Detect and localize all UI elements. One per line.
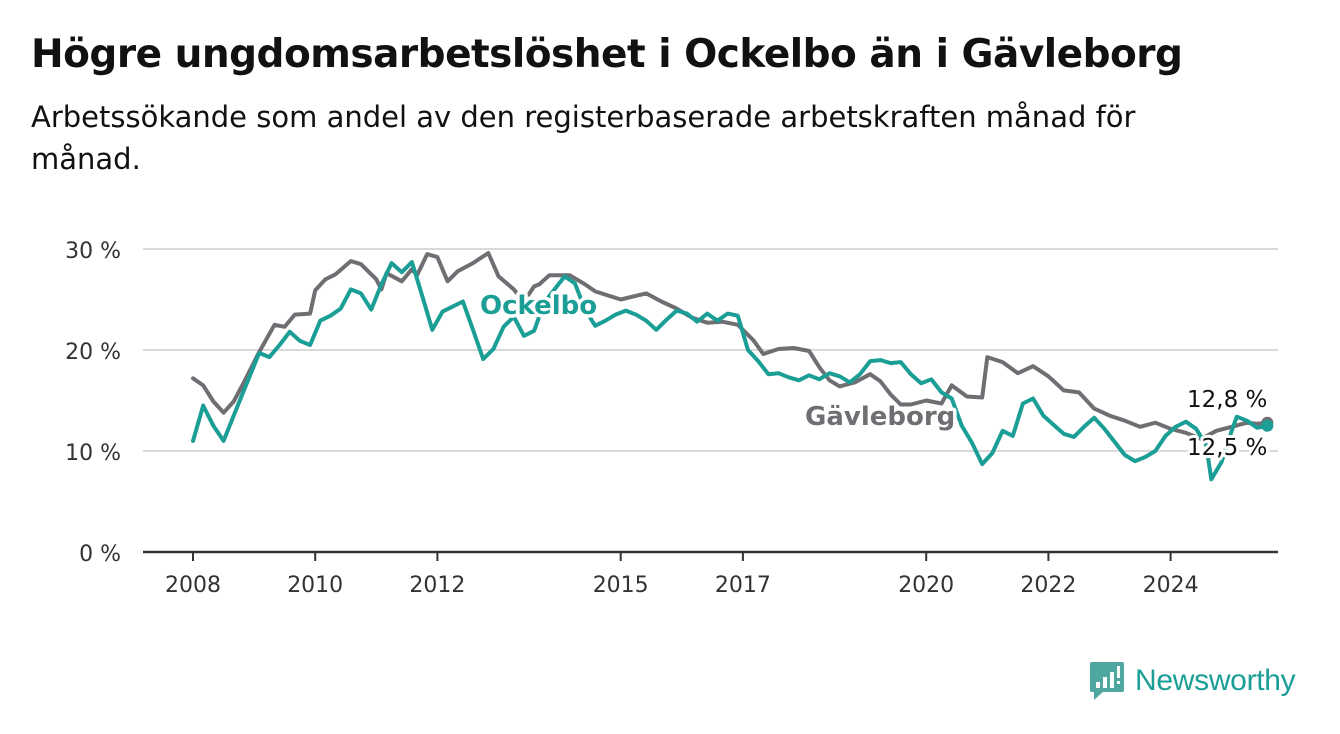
x-tick-label: 2020 (898, 573, 954, 598)
x-tick-label: 2015 (593, 573, 649, 598)
chart-subtitle: Arbetssökande som andel av den registerb… (31, 100, 1136, 176)
end-value-label-ockelbo: 12,5 % (1187, 435, 1267, 461)
y-tick-label: 10 % (65, 441, 121, 466)
series-end-marker-ockelbo (1261, 419, 1274, 432)
y-axis-labels: 0 % 10 % 20 % 30 % (65, 239, 121, 567)
y-tick-label: 30 % (65, 239, 121, 264)
newsworthy-brand: Newsworthy (1089, 660, 1296, 702)
x-tick-label: 2010 (287, 573, 343, 598)
y-tick-label: 0 % (79, 542, 121, 567)
series-line-gavleborg (191, 251, 1270, 441)
x-tick-label: 2012 (409, 573, 465, 598)
chart-gridlines (143, 248, 1278, 452)
line-chart: 0 % 10 % 20 % 30 % 2008 2010 2012 2015 2017 2020… (65, 239, 1278, 598)
series-name-label-ockelbo: Ockelbo (480, 291, 597, 321)
x-tick-label: 2017 (715, 573, 771, 598)
x-tick-label: 2024 (1143, 573, 1199, 598)
series-name-label-gavleborg: Gävleborg (805, 402, 955, 432)
x-tick-label: 2008 (165, 573, 221, 598)
chart-series (191, 251, 1274, 482)
chart-labels: Ockelbo Gävleborg 12,8 % 12,5 % (477, 288, 1271, 465)
brand-name: Newsworthy (1135, 664, 1296, 697)
newsworthy-logo-icon (1090, 662, 1124, 700)
x-tick-label: 2022 (1020, 573, 1076, 598)
end-value-label-gavleborg: 12,8 % (1187, 387, 1267, 413)
series-line-ockelbo (191, 260, 1270, 482)
x-axis: 2008 2010 2012 2015 2017 2020 2022 2024 (143, 550, 1278, 598)
y-tick-label: 20 % (65, 340, 121, 365)
chart-title: Högre ungdomsarbetslöshet i Ockelbo än i… (31, 32, 1183, 77)
